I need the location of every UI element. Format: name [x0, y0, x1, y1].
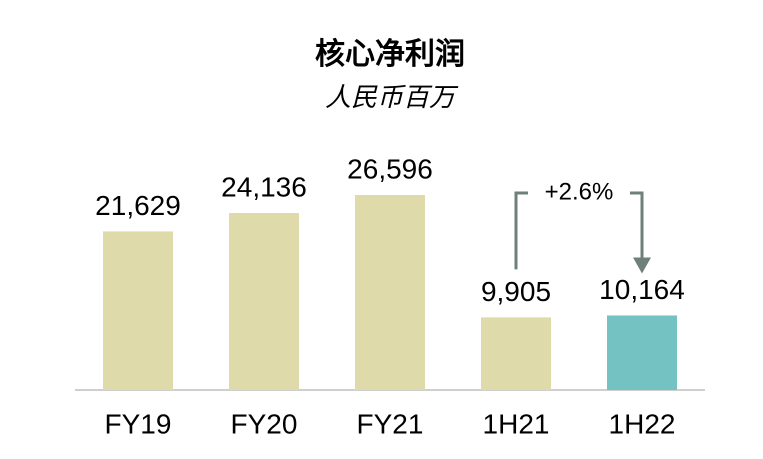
bar	[481, 317, 551, 390]
arrow-head	[633, 257, 651, 274]
bar	[229, 213, 299, 390]
x-tick-label: 1H21	[483, 408, 550, 439]
value-label: 24,136	[221, 171, 307, 202]
value-label: 10,164	[599, 274, 685, 305]
bar	[355, 195, 425, 390]
chart-title: 核心净利润	[315, 37, 465, 71]
change-bracket	[514, 191, 644, 270]
x-tick-label: FY21	[357, 408, 424, 439]
chart-subtitle: 人民币百万	[325, 82, 459, 112]
value-label: 9,905	[481, 276, 551, 307]
x-tick-label: FY19	[105, 408, 172, 439]
bar	[607, 315, 677, 390]
value-label: 26,596	[347, 153, 433, 184]
bar	[103, 231, 173, 390]
change-annotation: +2.6%	[545, 178, 614, 205]
x-tick-label: 1H22	[609, 408, 676, 439]
value-label: 21,629	[95, 190, 181, 221]
x-tick-label: FY20	[231, 408, 298, 439]
